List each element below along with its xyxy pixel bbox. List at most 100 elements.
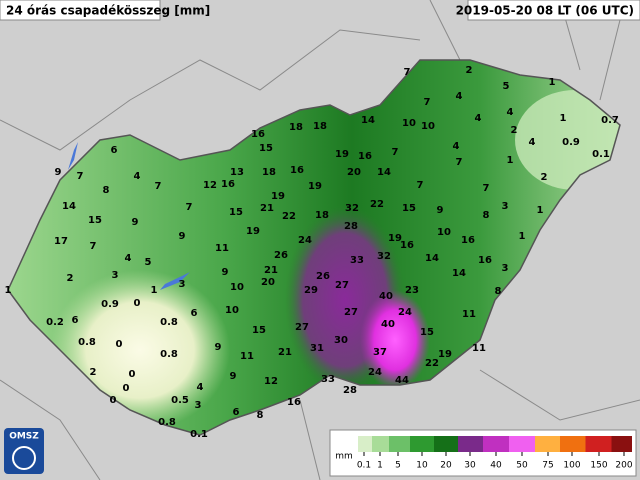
station-value: 19 [271,191,285,202]
station-value: 0.7 [601,115,619,126]
legend-label: 1 [377,461,383,471]
station-value: 12 [264,376,278,387]
station-value: 3 [112,270,119,281]
station-value: 10 [437,227,451,238]
station-value: 26 [274,250,288,261]
station-value: 9 [230,371,237,382]
logo-text: OMSZ [9,432,39,442]
station-value: 5 [503,81,510,92]
station-value: 15 [229,207,243,218]
station-value: 32 [377,251,391,262]
station-value: 40 [381,319,395,330]
legend-swatch [560,436,586,452]
station-value: 6 [233,407,240,418]
station-value: 7 [90,241,97,252]
station-value: 29 [304,285,318,296]
legend-label: 0.1 [357,461,371,471]
station-value: 7 [186,202,193,213]
station-value: 3 [195,400,202,411]
station-value: 10 [402,118,416,129]
station-value: 1 [5,285,12,296]
station-value: 11 [462,309,476,320]
station-value: 9 [222,267,229,278]
legend-swatch [410,436,434,452]
legend-swatch [535,436,560,452]
station-value: 11 [240,351,254,362]
station-value: 24 [368,367,382,378]
station-value: 6 [191,308,198,319]
station-value: 16 [290,165,304,176]
station-value: 27 [335,280,349,291]
station-value: 9 [132,217,139,228]
station-value: 9 [179,231,186,242]
station-value: 0.8 [160,349,178,360]
legend-unit: mm [335,452,353,462]
station-value: 14 [452,268,466,279]
lake [68,142,78,170]
legend-swatch [585,436,612,452]
station-value: 7 [483,183,490,194]
station-value: 10 [230,282,244,293]
legend-label: 150 [590,461,607,471]
station-value: 7 [424,97,431,108]
station-value: 19 [335,149,349,160]
station-value: 3 [502,201,509,212]
station-value: 8 [483,210,490,221]
station-value: 31 [310,343,324,354]
station-value: 2 [541,172,548,183]
datetime: 2019-05-20 08 LT (06 UTC) [456,4,634,18]
station-value: 0.8 [158,417,176,428]
station-value: 7 [404,67,411,78]
station-value: 37 [373,347,387,358]
station-value: 13 [230,167,244,178]
station-value: 4 [456,91,463,102]
station-value: 1 [507,155,514,166]
station-value: 1 [549,77,556,88]
station-value: 26 [316,271,330,282]
legend-label: 200 [615,461,632,471]
station-value: 14 [62,201,76,212]
station-value: 0 [110,395,117,406]
station-value: 1 [151,285,158,296]
station-value: 4 [134,171,141,182]
station-value: 1 [537,205,544,216]
legend-swatch [458,436,483,452]
station-value: 6 [111,145,118,156]
title: 24 órás csapadékösszeg [mm] [6,4,210,18]
legend-swatch [372,436,389,452]
station-value: 1 [519,231,526,242]
station-value: 21 [278,347,292,358]
station-value: 20 [347,167,361,178]
legend-label: 30 [464,461,476,471]
station-value: 32 [345,203,359,214]
station-value: 7 [417,180,424,191]
station-value: 9 [437,205,444,216]
date-box [467,0,640,21]
lake [160,272,190,290]
station-value: 15 [88,215,102,226]
station-value: 0.8 [160,317,178,328]
station-value: 19 [246,226,260,237]
station-value: 20 [261,277,275,288]
station-value: 28 [344,221,358,232]
station-value: 11 [472,343,486,354]
station-value: 14 [377,167,391,178]
station-value: 2 [466,65,473,76]
legend-label: 5 [395,461,401,471]
station-value: 14 [361,115,375,126]
logo-icon [12,446,36,470]
station-value: 3 [179,279,186,290]
station-value: 8 [257,410,264,421]
station-value: 44 [395,375,409,386]
legend-swatch [358,436,372,452]
station-value: 9 [215,342,222,353]
station-value: 18 [313,121,327,132]
legend-swatch [483,436,509,452]
station-value: 27 [344,307,358,318]
station-value: 0.5 [171,395,189,406]
station-value: 0.1 [592,149,610,160]
station-value: 12 [203,180,217,191]
legend-label: 100 [563,461,580,471]
